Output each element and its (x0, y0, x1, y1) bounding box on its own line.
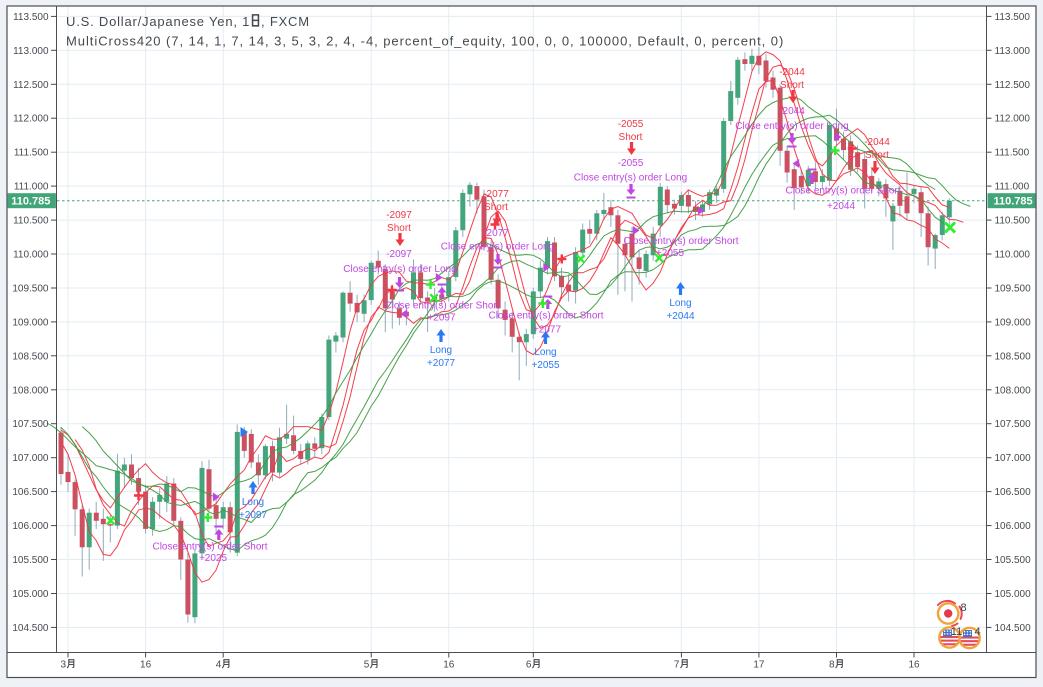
svg-text:Close entry(s) order Short: Close entry(s) order Short (785, 186, 900, 197)
svg-text:112.000: 112.000 (13, 114, 49, 125)
svg-text:-2077: -2077 (483, 228, 509, 239)
svg-text:Close entry(s) order Short: Close entry(s) order Short (152, 542, 267, 553)
svg-text:, FXCM: , FXCM (261, 14, 310, 29)
svg-text:111.000: 111.000 (14, 182, 49, 193)
svg-text:Close entry(s) order Short: Close entry(s) order Short (384, 301, 499, 312)
svg-text:110.785: 110.785 (11, 196, 50, 208)
svg-text:+2077: +2077 (533, 325, 562, 336)
svg-text:+2055: +2055 (656, 248, 685, 259)
svg-text:+2044: +2044 (666, 311, 695, 322)
svg-text:106.000: 106.000 (995, 521, 1032, 532)
svg-text:109.000: 109.000 (12, 317, 49, 328)
svg-text:6: 6 (526, 660, 532, 671)
svg-text:Close entry(s) order Short: Close entry(s) order Short (623, 236, 738, 247)
svg-text:-2097: -2097 (386, 249, 412, 260)
svg-text:8: 8 (829, 660, 835, 671)
svg-text:106.500: 106.500 (995, 487, 1032, 498)
svg-text:Long: Long (430, 345, 452, 356)
svg-text:Long: Long (669, 298, 691, 309)
svg-text:7: 7 (674, 660, 680, 671)
svg-text:110.500: 110.500 (13, 216, 49, 227)
svg-text:11: 11 (951, 626, 962, 638)
svg-text:-2055: -2055 (618, 119, 644, 130)
svg-text:109.500: 109.500 (995, 284, 1032, 295)
svg-text:105.000: 105.000 (12, 589, 49, 600)
svg-text:104.500: 104.500 (12, 623, 49, 634)
svg-text:Close entry(s) order Long: Close entry(s) order Long (735, 121, 848, 132)
svg-text:108.500: 108.500 (995, 351, 1032, 362)
svg-text:112.000: 112.000 (995, 114, 1031, 125)
svg-text:17: 17 (753, 660, 765, 671)
svg-text:112.500: 112.500 (995, 80, 1031, 91)
svg-text:105.500: 105.500 (995, 555, 1032, 566)
svg-text:-2055: -2055 (618, 158, 644, 169)
svg-text:113.500: 113.500 (995, 12, 1031, 23)
svg-text:+2097: +2097 (239, 510, 268, 521)
svg-text:Close entry(s) order Long: Close entry(s) order Long (343, 264, 456, 275)
svg-text:106.500: 106.500 (12, 487, 49, 498)
svg-text:110.785: 110.785 (994, 196, 1033, 208)
svg-text:107.000: 107.000 (995, 453, 1032, 464)
svg-text:MultiCross420 (7, 14, 1, 7, 14: MultiCross420 (7, 14, 1, 7, 14, 3, 5, 3,… (66, 34, 784, 49)
svg-text:108.500: 108.500 (12, 351, 49, 362)
svg-text:U.S. Dollar/Japanese Yen, 1: U.S. Dollar/Japanese Yen, 1 (66, 14, 250, 29)
svg-text:Long: Long (242, 497, 264, 508)
svg-text:111.500: 111.500 (14, 148, 49, 159)
svg-text:Short: Short (387, 223, 411, 234)
svg-text:+2044: +2044 (827, 201, 856, 212)
svg-text:Close entry(s) order Long: Close entry(s) order Long (574, 173, 687, 184)
svg-text:113.500: 113.500 (13, 12, 49, 23)
svg-text:-2044: -2044 (779, 67, 805, 78)
svg-text:107.500: 107.500 (12, 419, 49, 430)
svg-text:108.000: 108.000 (12, 385, 49, 396)
svg-text:-2044: -2044 (864, 137, 890, 148)
svg-text:107.000: 107.000 (12, 453, 49, 464)
svg-text:+2097: +2097 (427, 313, 456, 324)
svg-text:16: 16 (908, 660, 920, 671)
svg-text:16: 16 (443, 660, 455, 671)
svg-text:Short: Short (865, 150, 889, 161)
svg-text:113.000: 113.000 (995, 46, 1031, 57)
svg-text:111.000: 111.000 (995, 182, 1030, 193)
svg-text:-2077: -2077 (483, 189, 509, 200)
svg-text:110.000: 110.000 (995, 250, 1031, 261)
svg-text:109.000: 109.000 (995, 317, 1032, 328)
svg-text:Short: Short (619, 132, 643, 143)
svg-text:Short: Short (484, 202, 508, 213)
svg-text:108.000: 108.000 (995, 385, 1032, 396)
svg-text:3: 3 (61, 660, 67, 671)
svg-text:4: 4 (974, 626, 980, 638)
svg-text:Close entry(s) order Long: Close entry(s) order Long (441, 242, 554, 253)
svg-text:111.500: 111.500 (995, 148, 1030, 159)
svg-text:16: 16 (140, 660, 152, 671)
svg-text:+2025: +2025 (199, 553, 228, 564)
svg-text:8: 8 (960, 602, 966, 614)
svg-text:+2055: +2055 (531, 360, 560, 371)
svg-text:110.000: 110.000 (13, 250, 49, 261)
svg-text:105.000: 105.000 (995, 589, 1032, 600)
svg-text:-2097: -2097 (386, 210, 412, 221)
svg-text:110.500: 110.500 (995, 216, 1031, 227)
svg-text:Long: Long (534, 347, 556, 358)
svg-text:Short: Short (780, 80, 804, 91)
svg-text:4: 4 (216, 660, 222, 671)
svg-text:5: 5 (364, 660, 370, 671)
svg-text:106.000: 106.000 (12, 521, 49, 532)
svg-text:104.500: 104.500 (995, 623, 1032, 634)
svg-text:113.000: 113.000 (13, 46, 49, 57)
svg-text:107.500: 107.500 (995, 419, 1032, 430)
svg-text:Close entry(s) order Short: Close entry(s) order Short (488, 311, 603, 322)
svg-text:105.500: 105.500 (12, 555, 49, 566)
svg-text:112.500: 112.500 (13, 80, 49, 91)
svg-text:-2044: -2044 (779, 106, 805, 117)
svg-text:109.500: 109.500 (12, 284, 49, 295)
svg-text:+2077: +2077 (427, 358, 456, 369)
